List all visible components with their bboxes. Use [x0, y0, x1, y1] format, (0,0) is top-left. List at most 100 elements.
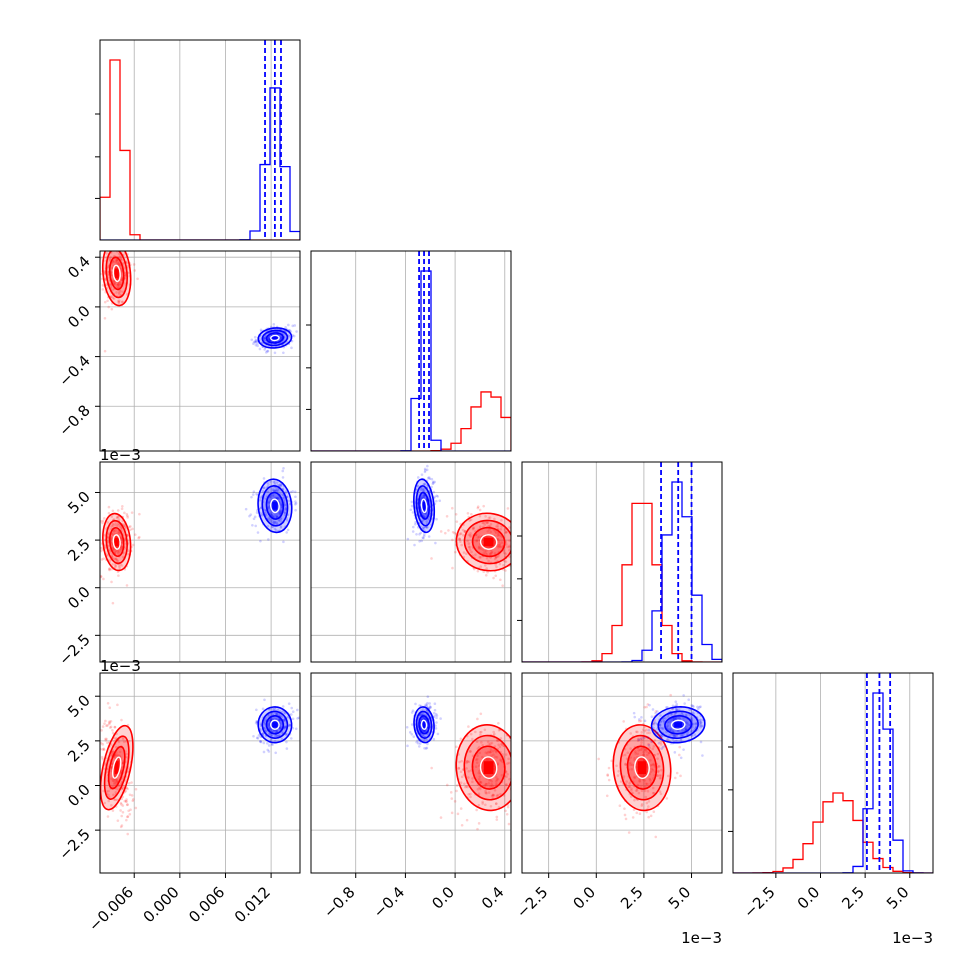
scatter-point-red: [138, 512, 141, 516]
scatter-point-red: [645, 782, 649, 786]
scatter-point-red: [636, 752, 640, 756]
scatter-point-red: [489, 530, 493, 534]
scatter-point-blue: [294, 508, 297, 512]
scatter-point-red: [630, 763, 634, 767]
scatter-point-blue: [252, 490, 256, 493]
scatter-point-red: [677, 753, 681, 757]
scatter-point-red: [497, 540, 501, 543]
scatter-point-red: [640, 748, 644, 751]
scatter-point-red: [476, 827, 479, 831]
scatter-point-red: [490, 782, 493, 786]
scatter-point-red: [487, 524, 490, 528]
scatter-point-red: [110, 285, 113, 289]
scatter-point-red: [110, 554, 114, 558]
scatter-point-red: [109, 284, 113, 287]
scatter-point-blue: [263, 486, 266, 490]
scatter-point-blue: [422, 729, 426, 733]
scatter-point-red: [111, 601, 115, 605]
scatter-point-red: [490, 741, 494, 745]
scatter-point-blue: [259, 739, 262, 743]
scatter-point-red: [131, 799, 135, 803]
scatter-point-blue: [295, 330, 298, 333]
scatter-point-blue: [661, 745, 665, 749]
scatter-point-red: [114, 745, 118, 749]
scatter-point-blue: [256, 737, 260, 740]
scatter-point-red: [478, 730, 482, 734]
scatter-point-blue: [417, 745, 421, 748]
scatter-point-blue: [251, 493, 255, 496]
scatter-point-blue: [696, 707, 700, 711]
scatter-point-red: [649, 758, 652, 762]
scatter-point-blue: [274, 751, 278, 755]
scatter-point-blue: [698, 723, 702, 727]
scatter-point-red: [494, 750, 498, 754]
scatter-point-blue: [680, 712, 684, 716]
scatter-point-red: [116, 283, 119, 287]
scatter-point-red: [118, 244, 121, 247]
scatter-point-blue: [669, 727, 673, 730]
scatter-point-red: [678, 745, 681, 749]
scatter-point-red: [656, 770, 660, 774]
scatter-point-blue: [434, 541, 437, 545]
scatter-point-red: [108, 722, 111, 726]
scatter-point-red: [483, 784, 487, 787]
scatter-point-red: [477, 545, 481, 549]
x-offset-label: 1e−3: [681, 929, 722, 947]
scatter-point-red: [638, 812, 642, 815]
scatter-point-blue: [279, 519, 282, 523]
scatter-point-blue: [421, 494, 425, 498]
scatter-point-red: [651, 786, 655, 790]
scatter-point-red: [639, 738, 642, 741]
scatter-point-red: [111, 809, 115, 812]
scatter-point-red: [496, 525, 500, 528]
scatter-point-blue: [430, 485, 433, 489]
scatter-point-blue: [294, 500, 297, 503]
scatter-point-red: [120, 540, 124, 543]
scatter-point-red: [123, 266, 127, 270]
panel-frame-2-1: [310, 461, 512, 663]
scatter-point-blue: [261, 490, 265, 493]
scatter-point-red: [504, 531, 507, 534]
scatter-point-blue: [262, 486, 265, 490]
scatter-point-red: [619, 780, 623, 783]
scatter-point-red: [117, 524, 121, 527]
scatter-point-blue: [648, 703, 651, 707]
scatter-point-blue: [269, 718, 273, 722]
scatter-point-red: [127, 525, 131, 529]
scatter-point-red: [503, 528, 507, 531]
scatter-point-blue: [420, 713, 423, 716]
scatter-point-red: [111, 288, 115, 291]
contour-red: [105, 251, 128, 299]
scatter-point-red: [101, 725, 105, 728]
scatter-point-red: [634, 730, 638, 734]
scatter-point-red: [478, 745, 481, 749]
scatter-point-blue: [252, 342, 255, 346]
scatter-point-red: [478, 780, 482, 784]
scatter-point-blue: [254, 340, 257, 344]
scatter-point-blue: [256, 531, 260, 534]
scatter-point-red: [490, 551, 493, 555]
scatter-point-red: [485, 521, 489, 525]
scatter-point-red: [457, 766, 460, 770]
density-peak-red: [114, 537, 119, 547]
scatter-point-red: [471, 527, 475, 531]
scatter-point-red: [462, 551, 466, 554]
scatter-point-red: [103, 349, 107, 353]
scatter-point-red: [113, 563, 117, 566]
scatter-point-blue: [660, 726, 664, 730]
panel-frame-3-1: [310, 672, 512, 874]
scatter-point-blue: [666, 724, 669, 728]
scatter-point-red: [116, 819, 120, 822]
scatter-point-blue: [283, 725, 287, 728]
scatter-point-red: [126, 803, 129, 807]
scatter-point-red: [476, 506, 480, 510]
scatter-point-blue: [286, 528, 290, 532]
scatter-point-blue: [423, 746, 426, 750]
scatter-point-red: [110, 307, 114, 311]
scatter-point-red: [113, 550, 117, 554]
scatter-point-red: [115, 780, 118, 784]
scatter-point-red: [618, 804, 622, 808]
scatter-point-blue: [282, 496, 286, 499]
scatter-point-red: [643, 789, 647, 793]
scatter-point-red: [642, 750, 645, 754]
